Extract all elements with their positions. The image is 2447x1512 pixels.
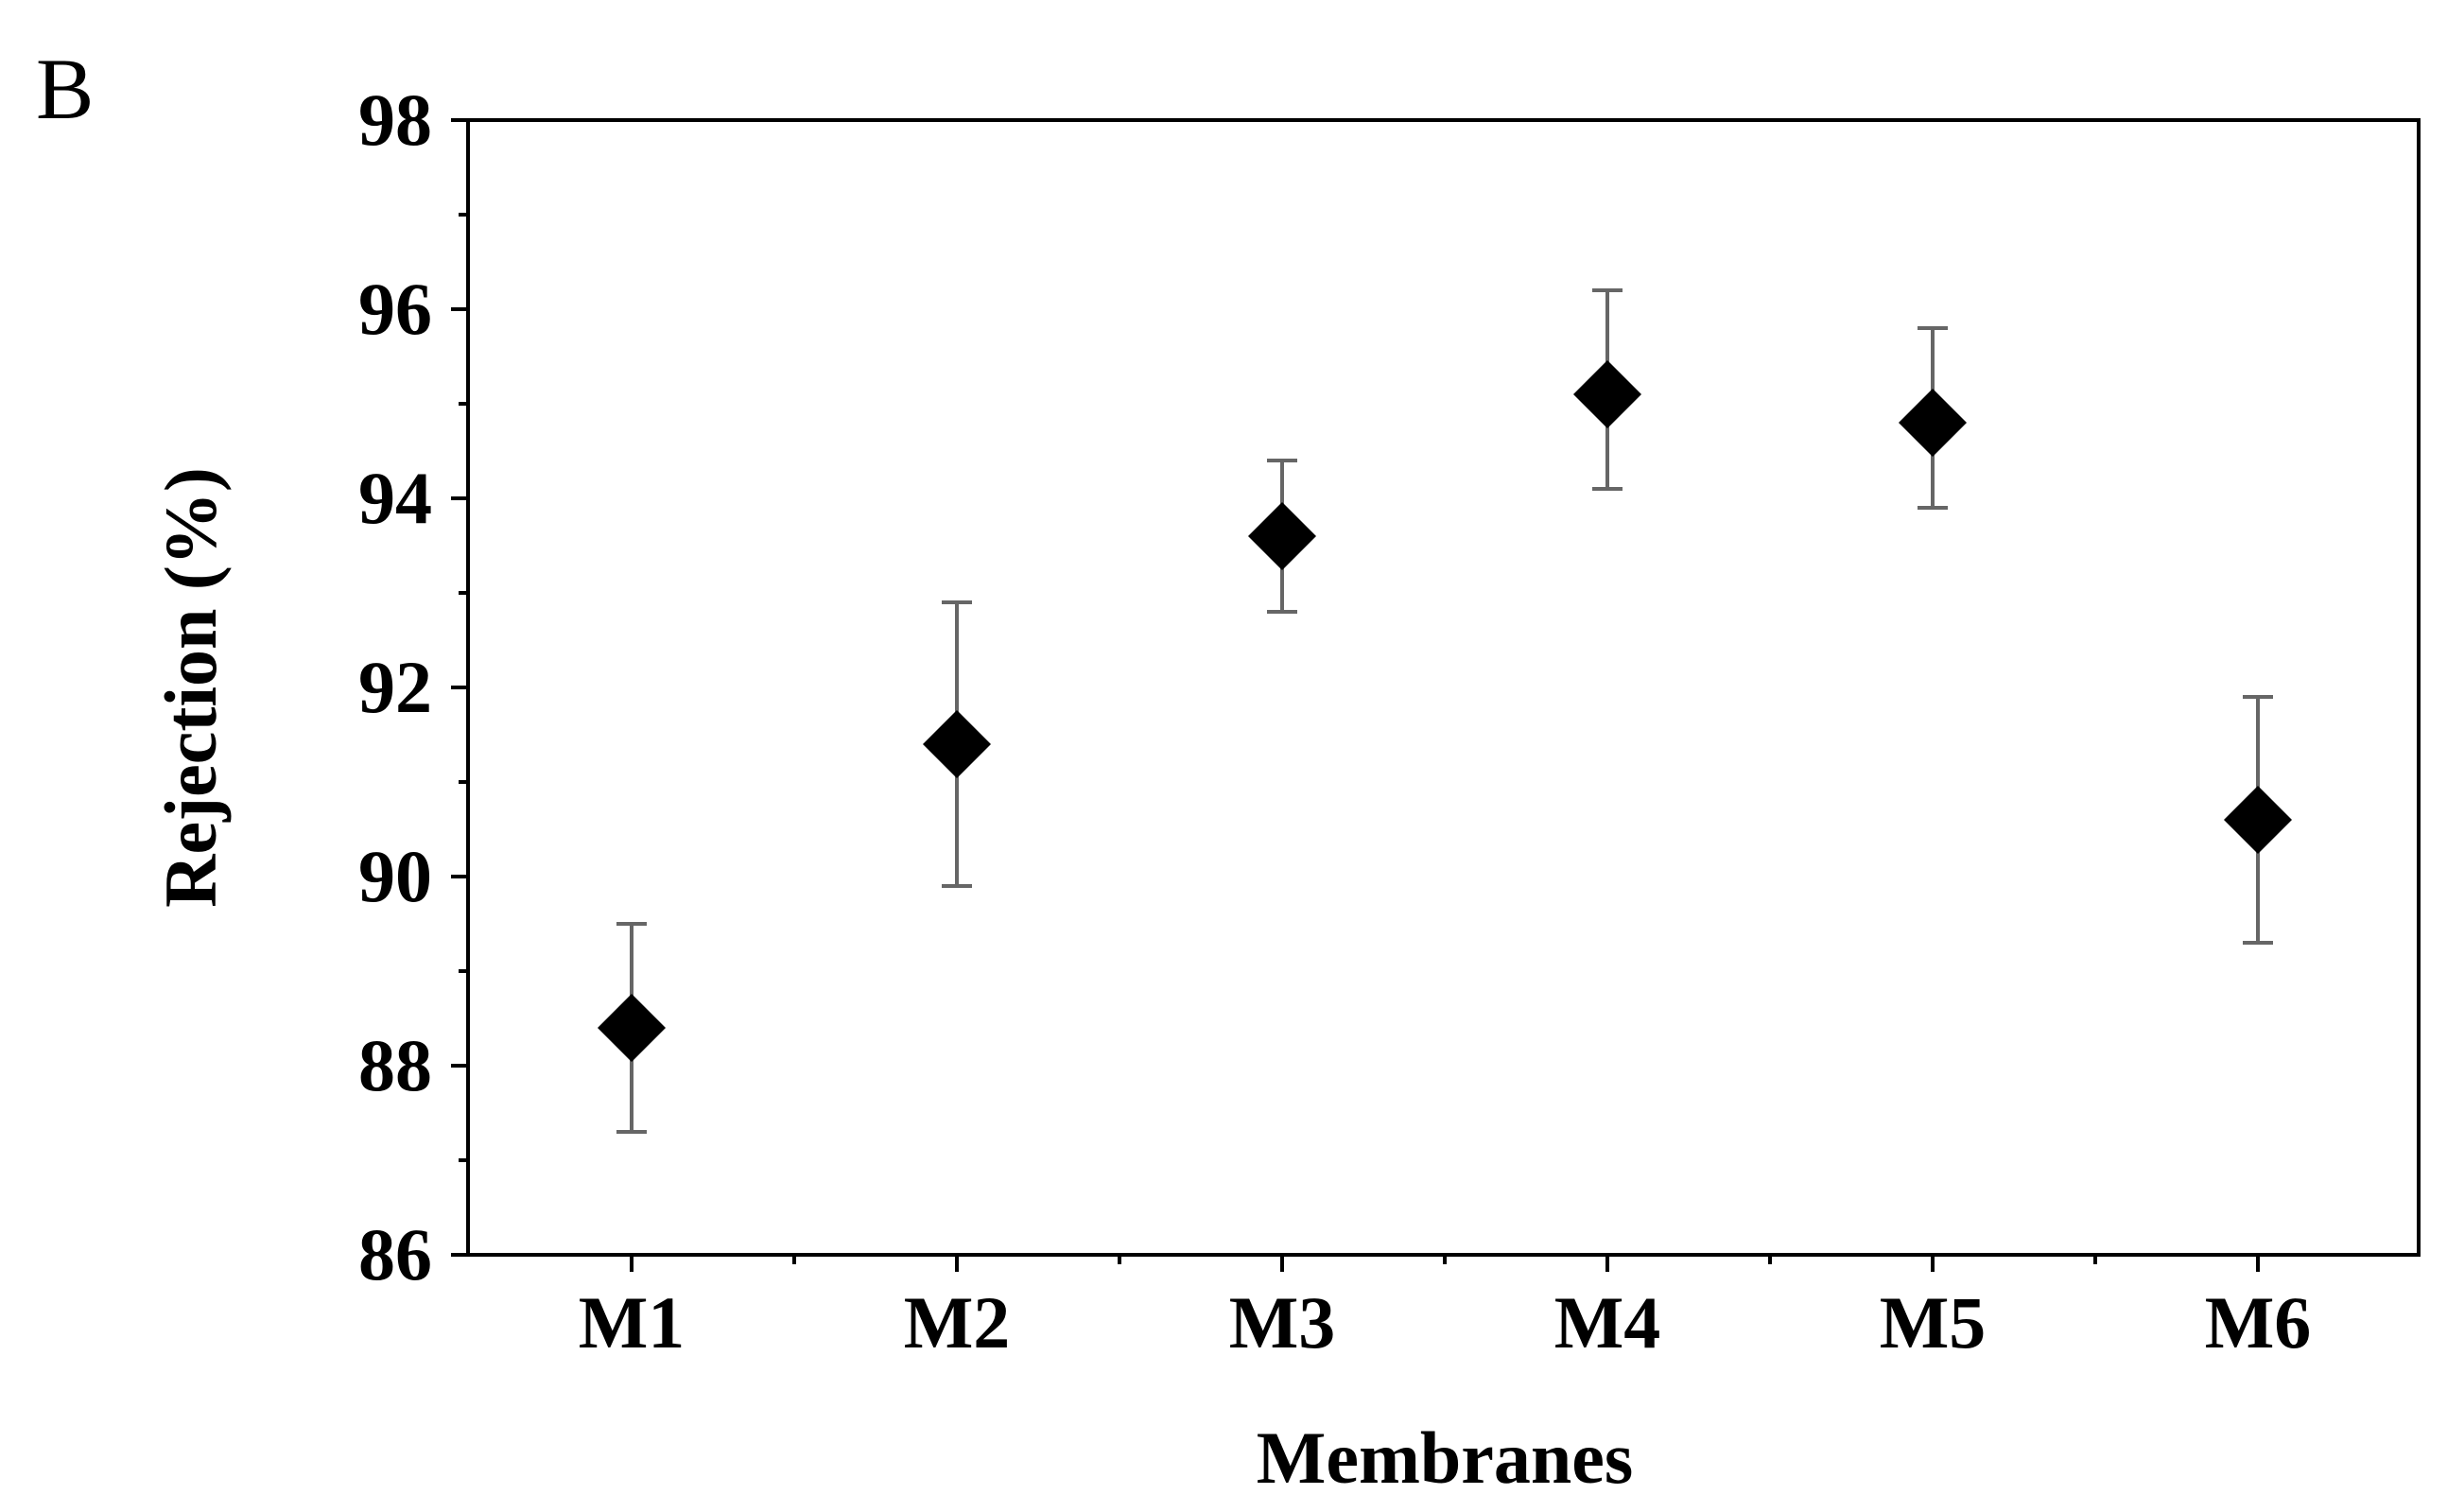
plot-frame [466,118,2421,1257]
panel-label: B [36,41,94,137]
y-tick-label: 88 [358,1024,432,1106]
y-tick-label: 92 [358,646,432,728]
x-tick-label: M1 [579,1281,686,1364]
x-tick-label: M5 [1880,1281,1987,1364]
y-tick-label: 90 [358,835,432,917]
y-tick-label: 94 [358,457,432,539]
x-tick-label: M6 [2205,1281,2312,1364]
y-tick-label: 96 [358,268,432,350]
data-point-m6 [2224,786,2292,854]
y-tick-label: 98 [358,78,432,161]
data-point-m5 [1899,389,1967,457]
y-axis-title: Rejection (%) [149,467,232,908]
x-axis-ticks [630,1255,2260,1272]
y-axis-ticks [451,118,468,1257]
data-point-m4 [1573,360,1641,428]
x-axis-title: Membranes [1257,1416,1634,1499]
y-tick-label: 86 [358,1213,432,1295]
x-tick-label: M4 [1554,1281,1661,1364]
x-tick-label: M2 [904,1281,1011,1364]
error-bars [616,288,2273,1134]
data-point-m3 [1248,502,1316,570]
data-point-m2 [923,710,991,778]
y-axis-tick-labels: 86 88 90 92 94 96 98 [358,78,432,1295]
x-axis-tick-labels: M1 M2 M3 M4 M5 M6 [579,1281,2312,1364]
data-points [598,360,2292,1062]
x-tick-label: M3 [1229,1281,1336,1364]
data-point-m1 [598,994,666,1062]
